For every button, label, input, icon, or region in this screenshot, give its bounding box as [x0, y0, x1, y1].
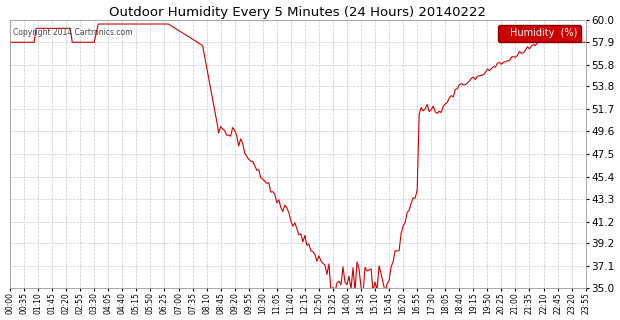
Text: Copyright 2014 Cartronics.com: Copyright 2014 Cartronics.com: [13, 28, 133, 37]
Title: Outdoor Humidity Every 5 Minutes (24 Hours) 20140222: Outdoor Humidity Every 5 Minutes (24 Hou…: [109, 5, 486, 19]
Legend: Humidity  (%): Humidity (%): [498, 25, 581, 42]
